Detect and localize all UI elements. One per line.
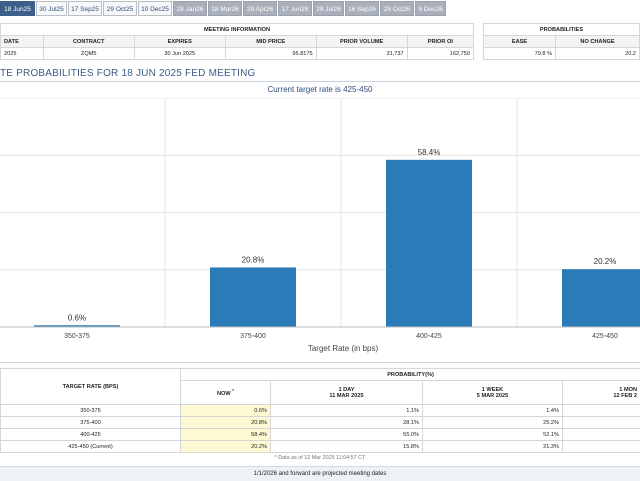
value-contract: ZQM5 bbox=[43, 48, 134, 60]
value-date: 2025 bbox=[1, 48, 44, 60]
tab-16-sep26[interactable]: 16 Sep26 bbox=[345, 1, 379, 16]
tab-17-sep25[interactable]: 17 Sep25 bbox=[68, 1, 102, 16]
probability-history-table: TARGET RATE (BPS) PROBABILITY(%) NOW * 1… bbox=[0, 368, 640, 453]
data-timestamp-note: * Data as of 12 Mar 2025 11:04:57 CT bbox=[0, 455, 640, 461]
value-ease: 79.8 % bbox=[484, 48, 556, 60]
meeting-tabs: 18 Jun25 30 Jul25 17 Sep25 29 Oct25 10 D… bbox=[0, 0, 640, 18]
tab-9-dec26[interactable]: 9 Dec26 bbox=[415, 1, 446, 16]
chart-subtitle: Current target rate is 425-450 bbox=[0, 85, 640, 94]
bar-425-450 bbox=[562, 269, 640, 327]
tab-18-mar26[interactable]: 18 Mar26 bbox=[208, 1, 242, 16]
tab-28-oct26[interactable]: 28 Oct26 bbox=[380, 1, 414, 16]
now-cell: 20.8% bbox=[181, 417, 271, 429]
now-cell: 20.2% bbox=[181, 441, 271, 453]
x-tick-label: 375-400 bbox=[240, 333, 266, 340]
tab-28-jan26[interactable]: 28 Jan26 bbox=[173, 1, 207, 16]
meeting-information-table: MEETING INFORMATION DATE CONTRACT EXPIRE… bbox=[0, 23, 474, 60]
tab-29-oct25[interactable]: 29 Oct25 bbox=[103, 1, 137, 16]
value-expires: 30 Jun 2025 bbox=[134, 48, 225, 60]
one-month-cell bbox=[563, 405, 640, 417]
now-label: NOW bbox=[217, 391, 231, 397]
x-axis-label: Target Rate (in bps) bbox=[308, 344, 379, 353]
section-divider bbox=[0, 362, 640, 363]
bar-value-label: 20.8% bbox=[242, 255, 265, 264]
table-row: 400-425 58.4% 55.0% 52.1% bbox=[1, 429, 640, 441]
x-tick-label: 350-375 bbox=[64, 333, 90, 340]
chart-title: TE PROBABILITIES FOR 18 JUN 2025 FED MEE… bbox=[0, 68, 256, 79]
value-prior-volume: 31,737 bbox=[316, 48, 407, 60]
tab-18-jun25[interactable]: 18 Jun25 bbox=[0, 1, 35, 16]
one-month-cell bbox=[563, 417, 640, 429]
tab-17-jun26[interactable]: 17 Jun26 bbox=[278, 1, 312, 16]
bar-value-label: 58.4% bbox=[418, 148, 441, 157]
probabilities-table: PROBABILITIES EASE NO CHANGE 79.8 % 20.2 bbox=[483, 23, 640, 60]
value-prior-oi: 162,750 bbox=[407, 48, 473, 60]
one-day-cell: 28.1% bbox=[271, 417, 423, 429]
x-tick-label: 425-450 bbox=[592, 333, 618, 340]
now-cell: 58.4% bbox=[181, 429, 271, 441]
probability-bar-chart: 0.6% 350-375 20.8% 375-400 58.4% 400-425 20.2%… bbox=[0, 98, 640, 360]
bar-375-400 bbox=[210, 267, 296, 327]
tab-30-jul25[interactable]: 30 Jul25 bbox=[36, 1, 67, 16]
bar-400-425 bbox=[386, 160, 472, 327]
col-mid-price: MID PRICE bbox=[225, 36, 316, 48]
probability-header: PROBABILITY(%) bbox=[181, 369, 640, 381]
projected-dates-footer: 1/1/2026 and forward are projected meeti… bbox=[0, 466, 640, 481]
one-day-cell: 1.1% bbox=[271, 405, 423, 417]
tab-10-dec25[interactable]: 10 Dec25 bbox=[138, 1, 172, 16]
col-prior-volume: PRIOR VOLUME bbox=[316, 36, 407, 48]
now-marker: * bbox=[232, 388, 234, 393]
rate-cell: 375-400 bbox=[1, 417, 181, 429]
one-week-cell: 1.4% bbox=[423, 405, 563, 417]
one-week-cell: 21.3% bbox=[423, 441, 563, 453]
col-expires: EXPIRES bbox=[134, 36, 225, 48]
one-week-cell: 52.1% bbox=[423, 429, 563, 441]
chart-title-rule bbox=[0, 81, 640, 82]
value-no-change: 20.2 bbox=[556, 48, 640, 60]
one-month-cell bbox=[563, 429, 640, 441]
value-mid-price: 95.8175 bbox=[225, 48, 316, 60]
rate-cell: 350-375 bbox=[1, 405, 181, 417]
table-row: 350-375 0.6% 1.1% 1.4% bbox=[1, 405, 640, 417]
tab-29-jul26[interactable]: 29 Jul26 bbox=[313, 1, 344, 16]
bar-value-label: 20.2% bbox=[594, 257, 617, 266]
rate-cell: 400-425 bbox=[1, 429, 181, 441]
one-week-cell: 25.2% bbox=[423, 417, 563, 429]
one-month-date: 12 FEB 2 bbox=[566, 393, 637, 399]
col-contract: CONTRACT bbox=[43, 36, 134, 48]
now-cell: 0.6% bbox=[181, 405, 271, 417]
col-ease: EASE bbox=[484, 36, 556, 48]
now-header: NOW * bbox=[181, 381, 271, 405]
x-tick-label: 400-425 bbox=[416, 333, 442, 340]
one-day-cell: 15.8% bbox=[271, 441, 423, 453]
one-day-date: 11 MAR 2025 bbox=[274, 393, 419, 399]
meeting-information-header: MEETING INFORMATION bbox=[1, 24, 474, 36]
col-date: DATE bbox=[1, 36, 44, 48]
col-prior-oi: PRIOR OI bbox=[407, 36, 473, 48]
probabilities-header: PROBABILITIES bbox=[484, 24, 640, 36]
col-no-change: NO CHANGE bbox=[556, 36, 640, 48]
table-row: 425-450 (Current) 20.2% 15.8% 21.3% bbox=[1, 441, 640, 453]
one-day-cell: 55.0% bbox=[271, 429, 423, 441]
table-row: 375-400 20.8% 28.1% 25.2% bbox=[1, 417, 640, 429]
one-month-cell bbox=[563, 441, 640, 453]
bar-value-label: 0.6% bbox=[68, 313, 86, 322]
tab-29-apr26[interactable]: 29 Apr26 bbox=[243, 1, 277, 16]
one-week-date: 5 MAR 2025 bbox=[426, 393, 559, 399]
target-rate-header: TARGET RATE (BPS) bbox=[1, 369, 181, 405]
rate-cell: 425-450 (Current) bbox=[1, 441, 181, 453]
